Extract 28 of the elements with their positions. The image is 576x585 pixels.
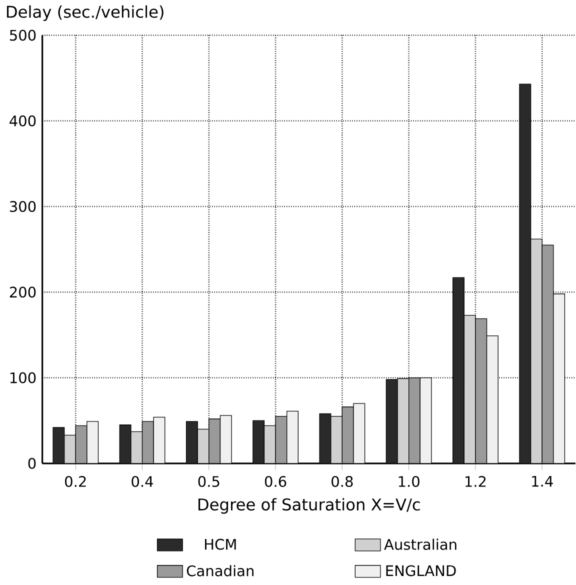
- legend-label: Canadian: [186, 565, 254, 576]
- y-tick-label: 0: [28, 458, 36, 469]
- bar: [142, 421, 154, 464]
- y-tick-label: 200: [10, 286, 36, 298]
- legend-label: HCM: [204, 538, 236, 550]
- x-tick-label: 0.6: [264, 476, 286, 487]
- x-tick-label: 0.4: [132, 476, 153, 487]
- x-tick-label: 0.2: [64, 476, 86, 487]
- x-tick-label: 1.0: [398, 476, 420, 487]
- y-tick-label: 400: [9, 115, 36, 126]
- legend-label: ENGLAND: [386, 565, 456, 576]
- y-tick-label: 300: [10, 201, 36, 212]
- bar: [275, 416, 288, 464]
- bar: [208, 418, 220, 464]
- bar: [475, 318, 487, 464]
- y-tick-label: 100: [10, 372, 36, 384]
- bar: [75, 425, 88, 464]
- bar: [408, 377, 420, 464]
- bar: [342, 406, 354, 464]
- y-axis-title: Delay (sec./vehicle): [6, 5, 164, 22]
- legend-label: Australian: [384, 538, 456, 550]
- x-axis-title: Degree of Saturation X=V/c: [198, 498, 420, 514]
- x-tick-label: 1.4: [532, 476, 553, 487]
- x-tick-label: 0.8: [331, 476, 353, 487]
- x-tick-label: 0.5: [198, 476, 220, 487]
- y-tick-label: 500: [10, 30, 36, 41]
- x-tick-label: 1.2: [465, 476, 486, 487]
- bar: [542, 244, 554, 464]
